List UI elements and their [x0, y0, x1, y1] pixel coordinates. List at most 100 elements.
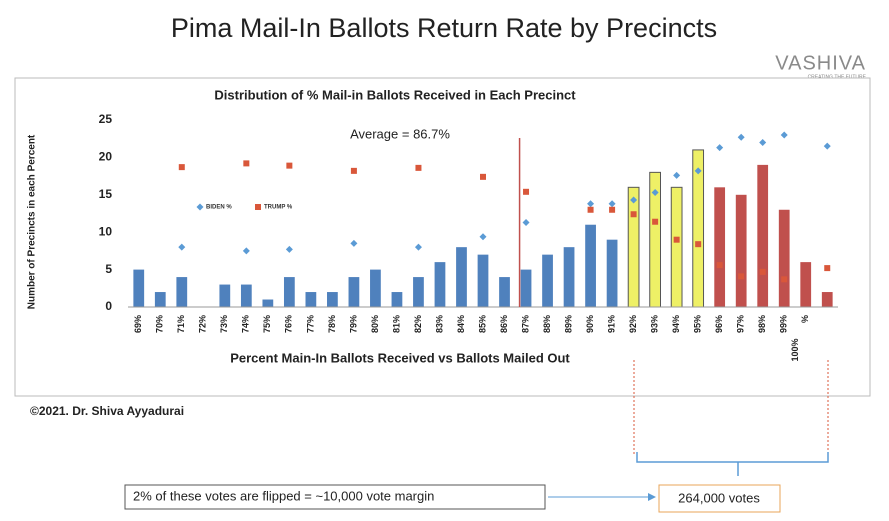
x-tick-label: 78% — [327, 315, 337, 333]
bar — [327, 292, 338, 307]
slide-title: Pima Mail-In Ballots Return Rate by Prec… — [171, 13, 717, 43]
trump-marker — [523, 188, 530, 195]
biden-marker — [414, 243, 422, 251]
x-tick-label: 93% — [649, 315, 659, 333]
x-tick-label: 79% — [348, 315, 358, 333]
x-tick-label: 70% — [155, 315, 165, 333]
y-tick-label: 25 — [99, 112, 113, 126]
biden-marker — [759, 138, 767, 146]
bar — [219, 284, 231, 307]
trump-marker — [286, 162, 293, 169]
total: 264,000 votes — [678, 490, 760, 505]
trump-marker — [781, 276, 788, 283]
biden-marker — [285, 245, 293, 253]
biden-marker — [630, 196, 638, 204]
x-tick-label: 92% — [628, 315, 638, 333]
x-tick-label: 95% — [693, 315, 703, 333]
trump-marker — [716, 262, 723, 269]
x-tick-label: 94% — [671, 315, 681, 333]
bar — [627, 186, 640, 308]
x-tick-label: 75% — [262, 315, 272, 333]
brace — [636, 452, 829, 476]
x-tick-label: 74% — [241, 315, 251, 333]
x-axis-label: Percent Main-In Ballots Received vs Ball… — [230, 350, 570, 365]
legend-label: BIDEN % — [206, 205, 232, 211]
bar — [714, 187, 726, 307]
x-tick-label: 98% — [757, 315, 767, 333]
biden-marker — [673, 171, 681, 179]
total-box — [658, 484, 781, 513]
bar — [477, 254, 489, 307]
bar — [800, 262, 812, 307]
chart-title: Distribution of % Mail-in Ballots Receiv… — [214, 87, 576, 102]
note: 2% of these votes are flipped = ~10,000 … — [133, 488, 434, 503]
bar — [262, 299, 274, 307]
biden-marker — [716, 144, 724, 152]
bar — [670, 186, 683, 308]
note-box — [124, 484, 546, 510]
x-tick-label: 97% — [736, 315, 746, 333]
y-tick-label: 5 — [105, 262, 112, 276]
bar — [821, 292, 833, 307]
biden-marker — [608, 200, 616, 208]
trump-marker — [652, 218, 659, 225]
bar — [283, 277, 295, 307]
x-tick-label: 73% — [219, 315, 229, 333]
trump-marker — [178, 164, 185, 171]
chart-frame — [14, 77, 871, 397]
bar — [606, 239, 618, 307]
bar — [778, 209, 790, 307]
bar — [585, 224, 596, 307]
logo: VASHIVA — [775, 52, 866, 74]
legend-label: TRUMP % — [264, 205, 293, 211]
bar — [133, 269, 145, 307]
x-tick-label: 96% — [714, 315, 724, 333]
trump-marker — [824, 265, 831, 272]
trump-marker — [415, 164, 422, 171]
y-tick-label: 20 — [99, 150, 113, 164]
x-tick-label: 71% — [176, 315, 186, 333]
x-tick-label: 69% — [133, 315, 143, 333]
biden-marker — [694, 167, 702, 175]
biden-marker — [737, 133, 745, 141]
trump-marker — [609, 206, 616, 213]
y-tick-label: 10 — [99, 224, 113, 238]
x-tick-label: 99% — [779, 315, 789, 333]
bar — [520, 269, 532, 307]
bar — [348, 277, 360, 307]
biden-marker — [242, 247, 250, 255]
bar — [542, 254, 553, 307]
bar — [434, 262, 446, 307]
bar — [563, 247, 575, 307]
biden-marker — [350, 239, 358, 247]
trump-marker — [759, 268, 766, 275]
bar — [757, 164, 769, 307]
biden-marker — [479, 233, 487, 241]
biden-marker — [780, 131, 788, 139]
x-tick-label: 90% — [585, 315, 595, 333]
bar — [176, 277, 188, 307]
average-label: Average = 86.7% — [350, 126, 450, 141]
x-tick-label: 80% — [370, 315, 380, 333]
x-tick-label: 87% — [520, 315, 530, 333]
arrow-head — [648, 493, 656, 501]
bar — [735, 194, 747, 307]
bar — [370, 269, 381, 307]
x-tick-label: 81% — [391, 315, 401, 333]
x-tick-label: 88% — [542, 315, 552, 333]
x-tick-label: % — [800, 315, 810, 323]
trump-marker — [243, 160, 250, 167]
logo-tagline: CREATING THE FUTURE — [808, 74, 867, 80]
bar — [456, 247, 467, 307]
bar — [154, 292, 166, 307]
bar — [391, 292, 403, 307]
trump-marker — [255, 204, 261, 210]
x-tick-label: 76% — [284, 315, 294, 333]
x-tick-label: 77% — [305, 315, 315, 333]
y-axis-label: Number of Precincts in each Percent — [27, 134, 38, 309]
x-tick-label: 85% — [477, 315, 487, 333]
trump-marker — [630, 211, 637, 218]
x-tick-label: 82% — [413, 315, 423, 333]
biden-marker — [823, 142, 831, 150]
